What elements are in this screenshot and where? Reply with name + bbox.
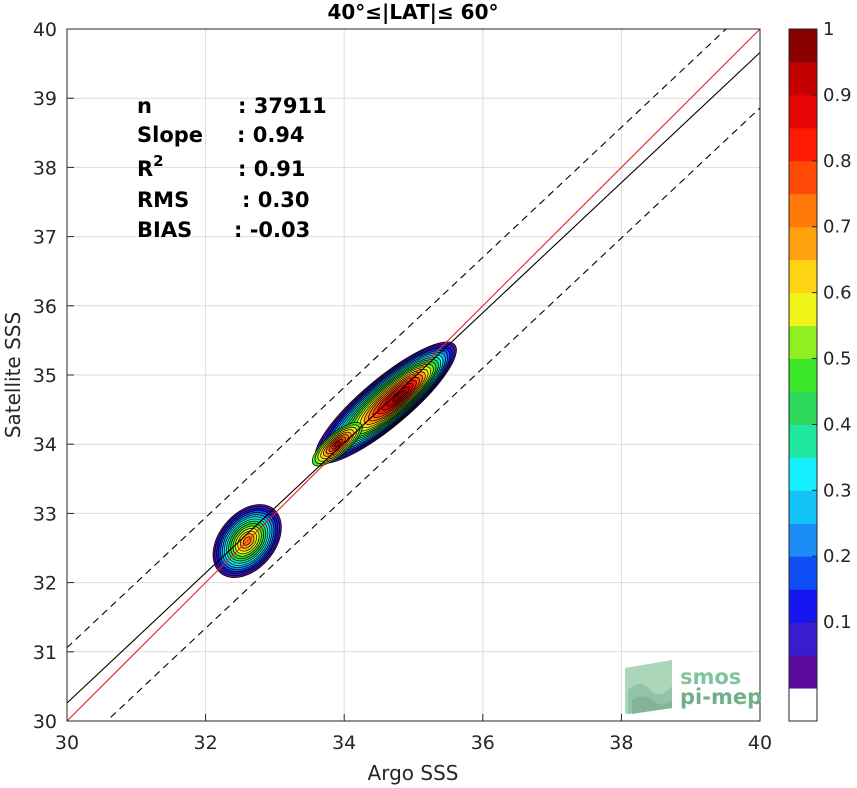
colorbar-tick-label: 0.7 <box>823 217 852 238</box>
y-tick-label: 31 <box>33 642 57 664</box>
colorbar-segment <box>789 688 817 722</box>
y-tick-label: 34 <box>33 434 57 456</box>
colorbar-segment <box>789 29 817 63</box>
lower-bound-line <box>106 107 760 721</box>
y-tick-label: 40 <box>33 19 57 41</box>
colorbar-segment <box>789 226 817 261</box>
colorbar-segment <box>789 424 817 458</box>
stat-value: : 0.94 <box>237 123 305 147</box>
colorbar-segment <box>789 490 817 524</box>
y-tick-label: 32 <box>33 573 57 595</box>
smos-pi-mep-logo: smos pi-mep <box>625 660 762 714</box>
y-axis-ticks: 30 31 32 33 34 35 36 37 38 39 40 <box>33 19 74 733</box>
colorbar-segment <box>789 523 817 557</box>
logo-wave-icon <box>625 660 672 714</box>
colorbar-segment <box>789 589 817 623</box>
x-tick-label: 40 <box>748 732 772 754</box>
density-contour <box>333 441 341 448</box>
colorbar: 0.1 0.2 0.3 0.4 0.5 0.6 0.7 0.8 0.9 1 <box>788 19 852 722</box>
colorbar-segment <box>789 655 817 689</box>
y-tick-label: 37 <box>33 227 57 249</box>
colorbar-segment <box>789 127 817 162</box>
logo-line2: pi-mep <box>680 685 762 709</box>
stat-label: Slope <box>137 123 203 147</box>
colorbar-tick-label: 0.1 <box>823 612 852 633</box>
density-contour <box>392 390 406 402</box>
colorbar-segment <box>789 325 817 360</box>
x-tick-label: 32 <box>194 732 218 754</box>
x-axis-ticks: 30 32 34 36 38 40 <box>55 714 772 754</box>
colorbar-segment <box>789 160 817 195</box>
colorbar-segment <box>789 61 817 96</box>
x-tick-label: 38 <box>609 732 633 754</box>
upper-bound-line <box>67 29 727 649</box>
stat-value: : 37911 <box>238 94 327 118</box>
stat-value: : 0.91 <box>238 157 306 181</box>
stat-label: RMS <box>137 188 189 212</box>
colorbar-tick-label: 1 <box>823 19 834 40</box>
x-tick-label: 30 <box>55 732 79 754</box>
colorbar-segment <box>789 259 817 294</box>
colorbar-tick-label: 0.4 <box>823 414 852 435</box>
stat-label: BIAS <box>137 218 192 242</box>
y-tick-label: 38 <box>33 157 57 179</box>
stat-label: n <box>137 94 152 118</box>
y-tick-label: 33 <box>33 503 57 525</box>
colorbar-segment <box>789 292 817 327</box>
colorbar-segment <box>789 94 817 129</box>
x-axis-label: Argo SSS <box>368 761 459 785</box>
x-tick-label: 36 <box>471 732 495 754</box>
colorbar-tick-label: 0.3 <box>823 480 852 501</box>
colorbar-frame <box>788 28 818 722</box>
colorbar-segment <box>789 457 817 491</box>
chart-title: 40°≤|LAT|≤ 60° <box>327 0 498 24</box>
y-axis-label: Satellite SSS <box>1 312 25 438</box>
colorbar-segment <box>789 391 817 425</box>
colorbar-tick-label: 0.2 <box>823 546 852 567</box>
y-tick-label: 36 <box>33 296 57 318</box>
y-tick-label: 39 <box>33 88 57 110</box>
colorbar-segment <box>789 358 817 392</box>
colorbar-tick-label: 0.8 <box>823 151 852 172</box>
y-tick-label: 35 <box>33 365 57 387</box>
fit-lines <box>67 29 760 721</box>
logo-line1: smos <box>680 665 741 689</box>
identity-line <box>67 29 760 721</box>
x-tick-label: 34 <box>332 732 356 754</box>
colorbar-segment <box>789 193 817 228</box>
colorbar-segment <box>789 622 817 656</box>
colorbar-segment <box>789 556 817 590</box>
colorbar-tick-label: 0.5 <box>823 349 852 370</box>
grid <box>67 29 760 721</box>
regression-line <box>67 52 760 704</box>
stat-value: : 0.30 <box>242 188 310 212</box>
y-tick-label: 30 <box>33 711 57 733</box>
stat-value: : -0.03 <box>234 218 310 242</box>
colorbar-tick-label: 0.9 <box>823 85 852 106</box>
colorbar-tick-label: 0.6 <box>823 283 852 304</box>
